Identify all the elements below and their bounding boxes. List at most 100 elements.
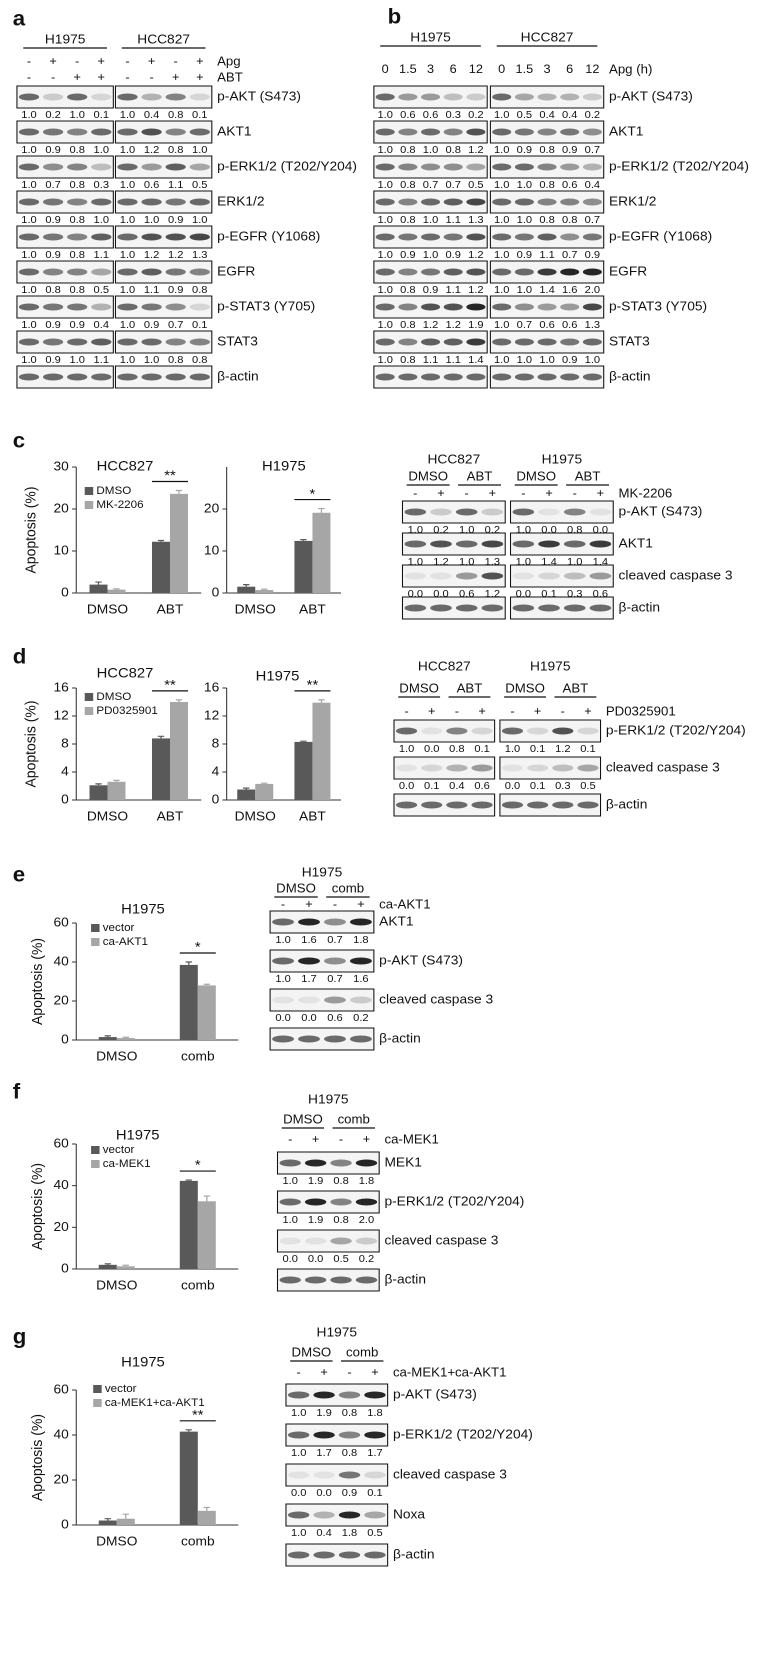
blot-band bbox=[165, 373, 186, 381]
blot-band bbox=[430, 540, 452, 548]
quantification: 1.0 bbox=[21, 319, 36, 331]
quantification: 0.9 bbox=[45, 354, 60, 366]
blot-box bbox=[16, 260, 114, 284]
error-bar bbox=[185, 961, 192, 965]
quantification: 1.9 bbox=[308, 1175, 323, 1187]
lane-label: - bbox=[347, 1365, 351, 1379]
blot-band bbox=[288, 1551, 310, 1559]
bar bbox=[151, 541, 170, 593]
blot-band bbox=[466, 128, 486, 136]
blot-band bbox=[537, 163, 557, 171]
quantification: 1.0 bbox=[517, 284, 532, 296]
quantification: 0.9 bbox=[342, 1487, 357, 1499]
quantification: 1.7 bbox=[301, 973, 316, 985]
blot-band bbox=[481, 540, 504, 548]
blot-band bbox=[141, 163, 162, 171]
quantification: 1.0 bbox=[192, 144, 207, 156]
quantification: 1.2 bbox=[144, 249, 159, 261]
quantification: 0.9 bbox=[517, 144, 532, 156]
quantification: 1.0 bbox=[377, 354, 392, 366]
blot-band bbox=[189, 93, 210, 101]
bar bbox=[98, 1264, 117, 1269]
quantification: 0.1 bbox=[367, 1487, 382, 1499]
blot-band bbox=[589, 604, 612, 612]
blot-band bbox=[396, 801, 418, 809]
blot-label: STAT3 bbox=[609, 334, 650, 349]
quantification: 1.0 bbox=[399, 743, 414, 755]
quantification: 0.6 bbox=[474, 780, 489, 792]
quantification: 0.0 bbox=[516, 588, 531, 600]
error-bar bbox=[300, 740, 307, 742]
blot-band bbox=[375, 268, 395, 276]
lane-label: 0 bbox=[498, 62, 505, 76]
quantification: 1.1 bbox=[168, 179, 183, 191]
y-tick-label: 0 bbox=[61, 792, 69, 807]
legend-label: PD0325901 bbox=[96, 705, 157, 717]
quantification: 1.9 bbox=[308, 1214, 323, 1226]
blot-label: Noxa bbox=[393, 1507, 426, 1522]
blot-band bbox=[165, 303, 186, 311]
blot-box bbox=[269, 910, 375, 934]
blot-band bbox=[396, 764, 418, 772]
blot-box bbox=[16, 155, 114, 179]
legend-label: DMSO bbox=[96, 691, 131, 703]
y-tick-label: 10 bbox=[204, 543, 219, 558]
quantification: 0.9 bbox=[45, 249, 60, 261]
blot-band bbox=[141, 373, 162, 381]
blot-box bbox=[276, 1190, 380, 1214]
blot-band bbox=[288, 1471, 310, 1479]
blot-band bbox=[582, 373, 602, 381]
quantification: 0.0 bbox=[433, 588, 448, 600]
quantification: 0.0 bbox=[282, 1253, 297, 1265]
quantification: 1.0 bbox=[494, 179, 509, 191]
quantification: 1.2 bbox=[144, 144, 159, 156]
legend-label: vector bbox=[103, 1144, 135, 1156]
blot-band bbox=[421, 163, 441, 171]
group-header: H1975 bbox=[302, 865, 343, 880]
blot-band bbox=[330, 1276, 352, 1284]
blot-band bbox=[189, 163, 210, 171]
blot-band bbox=[492, 373, 512, 381]
blot-band bbox=[91, 373, 112, 381]
blot-band bbox=[324, 996, 346, 1004]
blot-band bbox=[552, 764, 574, 772]
quantification: 1.0 bbox=[377, 214, 392, 226]
legend-swatch bbox=[84, 487, 94, 495]
blot-band bbox=[189, 198, 210, 206]
blot-box bbox=[114, 365, 213, 389]
blot-band bbox=[514, 233, 534, 241]
blot-band bbox=[492, 198, 512, 206]
quantification: 0.8 bbox=[400, 284, 415, 296]
lane-label: - bbox=[297, 1365, 301, 1379]
y-tick-label: 20 bbox=[204, 501, 219, 516]
blot-box bbox=[393, 756, 496, 780]
subgroup-header: DMSO bbox=[505, 681, 545, 696]
quantification: 0.6 bbox=[327, 1012, 342, 1024]
quantification: 1.0 bbox=[423, 249, 438, 261]
quantification: 0.9 bbox=[45, 144, 60, 156]
lane-label: 12 bbox=[469, 62, 483, 76]
quantification: 0.8 bbox=[333, 1175, 348, 1187]
legend-swatch bbox=[91, 938, 100, 946]
blot-band bbox=[537, 128, 557, 136]
blot-band bbox=[421, 233, 441, 241]
x-tick-label: comb bbox=[181, 1049, 215, 1064]
error-bar bbox=[203, 983, 210, 986]
blot-band bbox=[589, 572, 612, 580]
quantification: 0.8 bbox=[69, 144, 84, 156]
blot-band bbox=[18, 128, 40, 136]
lane-label: + bbox=[49, 54, 56, 68]
quantification: 1.4 bbox=[593, 556, 608, 568]
quantification: 0.2 bbox=[353, 1012, 368, 1024]
quantification: 1.1 bbox=[423, 354, 438, 366]
blot-band bbox=[446, 801, 468, 809]
lane-label: - bbox=[510, 704, 514, 718]
quantification: 0.1 bbox=[424, 780, 439, 792]
quantification: 1.3 bbox=[468, 214, 483, 226]
blot-band bbox=[141, 233, 162, 241]
blot-box bbox=[401, 564, 506, 588]
y-axis-label: Apoptosis (%) bbox=[30, 1163, 46, 1250]
chart-title: H1975 bbox=[121, 1355, 165, 1371]
quantification: 1.0 bbox=[459, 556, 474, 568]
quantification: 0.5 bbox=[517, 109, 532, 121]
